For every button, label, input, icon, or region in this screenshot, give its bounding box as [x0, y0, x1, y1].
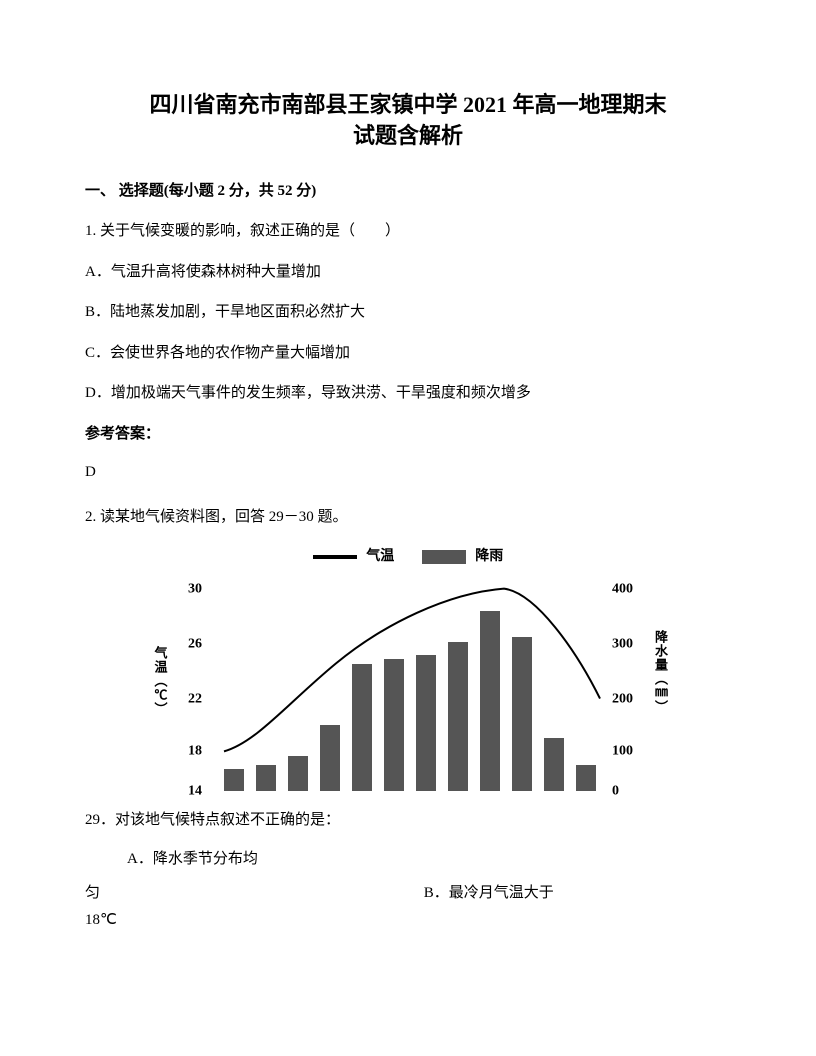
chart-plot	[208, 571, 608, 791]
chart-bar	[512, 637, 532, 791]
title-line-1: 四川省南充市南部县王家镇中学 2021 年高一地理期末	[149, 92, 666, 117]
chart-bar	[576, 765, 596, 791]
y-right-tick: 300	[612, 633, 633, 654]
section-1-header: 一、 选择题(每小题 2 分，共 52 分)	[85, 180, 731, 203]
y-left-tick: 30	[188, 578, 202, 599]
y-right-tick: 200	[612, 688, 633, 709]
legend-temp-label: 气温	[366, 549, 394, 564]
legend-rain-label: 降雨	[475, 549, 503, 564]
chart-bar	[416, 655, 436, 791]
chart-bar	[352, 664, 372, 792]
y-right-tick: 100	[612, 741, 633, 762]
chart-bar	[224, 769, 244, 791]
q2-option-b-cont: 18℃	[85, 909, 731, 932]
q1-option-d: D．增加极端天气事件的发生频率，导致洪涝、干旱强度和频次增多	[85, 382, 731, 405]
legend-bar-icon	[422, 550, 466, 564]
q1-option-b: B．陆地蒸发加剧，干旱地区面积必然扩大	[85, 301, 731, 324]
chart-bar	[320, 725, 340, 791]
q2-stem: 2. 读某地气候资料图，回答 29－30 题。	[85, 506, 731, 529]
q2-option-b: B．最冷月气温大于	[424, 882, 554, 905]
q2-option-a-cont: 匀	[85, 885, 100, 901]
q1-answer-label: 参考答案：	[85, 423, 731, 446]
q1-answer: D	[85, 461, 731, 484]
chart-bar	[544, 738, 564, 791]
y-left-tick: 26	[188, 633, 202, 654]
y-right-tick: 0	[612, 781, 619, 802]
chart-bar	[288, 756, 308, 791]
chart-bar	[448, 642, 468, 792]
page-title: 四川省南充市南部县王家镇中学 2021 年高一地理期末 试题含解析	[85, 90, 731, 152]
title-line-2: 试题含解析	[353, 123, 463, 148]
chart-bar	[256, 765, 276, 791]
y-axis-left: 3026221814	[158, 571, 208, 791]
q1-stem: 1. 关于气候变暖的影响，叙述正确的是（ ）	[85, 220, 731, 243]
legend-line-icon	[313, 555, 357, 559]
chart-bar	[480, 611, 500, 791]
climate-chart: 气温 降雨 气温（℃） 3026221814 4003002001000 降水量…	[158, 546, 658, 791]
q2-sub29: 29．对该地气候特点叙述不正确的是：	[85, 809, 731, 832]
y-axis-right-label: 降水量（㎜）	[651, 630, 671, 714]
y-left-tick: 22	[188, 688, 202, 709]
q2-option-a-row: A．降水季节分布均	[85, 848, 731, 871]
y-right-tick: 400	[612, 578, 633, 599]
chart-plot-area: 气温（℃） 3026221814 4003002001000 降水量（㎜）	[158, 571, 658, 791]
q2-option-a: A．降水季节分布均	[127, 848, 258, 871]
y-left-tick: 14	[188, 781, 202, 802]
chart-legend: 气温 降雨	[158, 546, 658, 567]
q1-option-a: A．气温升高将使森林树种大量增加	[85, 261, 731, 284]
q2-option-wrap-row: 匀 B．最冷月气温大于	[85, 882, 731, 905]
y-left-tick: 18	[188, 741, 202, 762]
q1-option-c: C．会使世界各地的农作物产量大幅增加	[85, 342, 731, 365]
chart-bar	[384, 659, 404, 791]
